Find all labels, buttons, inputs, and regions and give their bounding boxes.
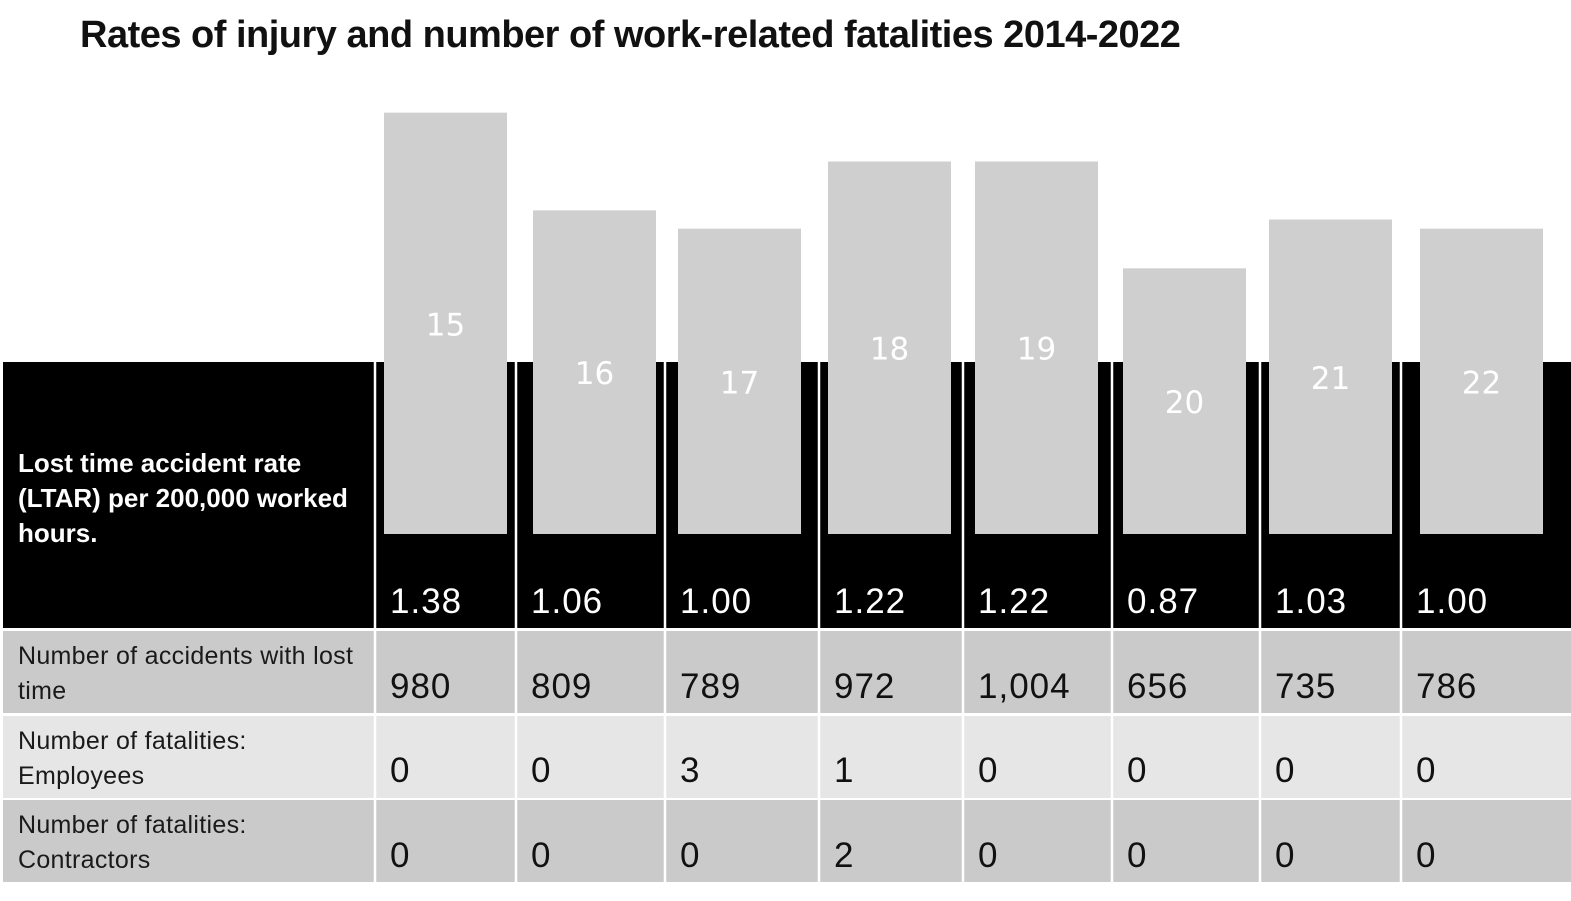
fatalities-contractors-value: 0	[390, 836, 411, 875]
ltar-value: 1.00	[1416, 582, 1489, 621]
accidents-value: 735	[1275, 667, 1337, 706]
fatalities-employees-value: 3	[680, 751, 701, 790]
fatalities-employees-value: 0	[531, 751, 552, 790]
fatalities-employees-row-bg	[3, 716, 1571, 798]
accidents-row-label: Number of accidents with lost time	[18, 642, 354, 705]
accidents-value: 980	[390, 667, 452, 706]
fatalities-contractors-value: 0	[1127, 836, 1148, 875]
bar	[1269, 219, 1392, 535]
accidents-value: 656	[1127, 667, 1189, 706]
ltar-value: 1.03	[1275, 582, 1348, 621]
bar-category-label: 17	[720, 365, 759, 401]
ltar-row-label: Lost time accident rate (LTAR) per 200,0…	[18, 448, 348, 548]
accidents-value: 789	[680, 667, 742, 706]
fatalities-contractors-value: 0	[978, 836, 999, 875]
ltar-value: 1.00	[680, 582, 753, 621]
fatalities-contractors-value: 0	[680, 836, 701, 875]
ltar-value: 0.87	[1127, 582, 1200, 621]
fatalities-employees-value: 0	[1416, 751, 1437, 790]
bar	[533, 210, 656, 534]
accidents-value: 1,004	[978, 667, 1071, 706]
accidents-value: 786	[1416, 667, 1478, 706]
accidents-value: 809	[531, 667, 593, 706]
fatalities-contractors-row-label: Number of fatalities: Contractors	[18, 811, 247, 874]
bar	[678, 228, 801, 534]
bar-category-label: 19	[1017, 332, 1056, 368]
fatalities-contractors-value: 0	[1416, 836, 1437, 875]
bar	[1420, 228, 1543, 534]
fatalities-employees-row-label: Number of fatalities: Employees	[18, 727, 247, 790]
bar-category-label: 18	[870, 332, 909, 368]
bar-category-label: 22	[1462, 365, 1501, 401]
fatalities-employees-value: 0	[390, 751, 411, 790]
bar	[828, 161, 951, 534]
chart-title: Rates of injury and number of work-relat…	[80, 14, 1181, 56]
ltar-value: 1.38	[390, 582, 463, 621]
bar	[384, 112, 507, 534]
fatalities-employees-value: 1	[834, 751, 855, 790]
bar-category-label: 15	[426, 307, 465, 343]
fatalities-contractors-value: 0	[531, 836, 552, 875]
bar-category-label: 21	[1311, 361, 1350, 397]
bar	[1123, 268, 1246, 534]
bar	[975, 161, 1098, 534]
fatalities-employees-value: 0	[1127, 751, 1148, 790]
ltar-value: 1.22	[978, 582, 1051, 621]
fatalities-employees-value: 0	[1275, 751, 1296, 790]
bar-category-label: 20	[1165, 385, 1204, 421]
accidents-value: 972	[834, 667, 896, 706]
accidents-row-bg	[3, 631, 1571, 713]
ltar-value: 1.06	[531, 582, 604, 621]
fatalities-contractors-row-bg	[3, 800, 1571, 882]
bar-category-label: 16	[575, 356, 614, 392]
fatalities-employees-value: 0	[978, 751, 999, 790]
fatalities-contractors-value: 2	[834, 836, 855, 875]
fatalities-contractors-value: 0	[1275, 836, 1296, 875]
ltar-value: 1.22	[834, 582, 907, 621]
